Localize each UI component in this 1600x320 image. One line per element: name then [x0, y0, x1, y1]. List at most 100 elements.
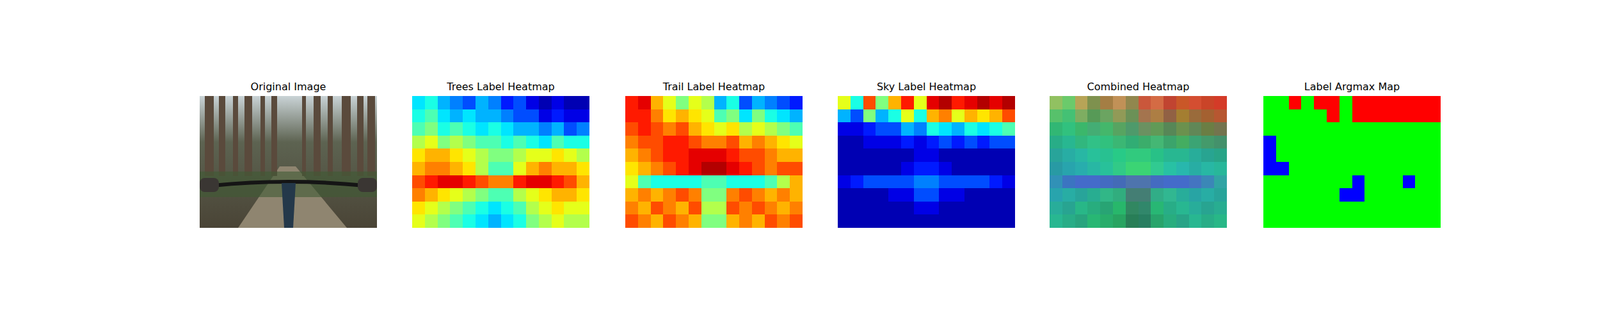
heat-cell [714, 175, 728, 189]
combined-cell [1112, 96, 1126, 110]
heat-cell [850, 175, 864, 189]
heat-cell [951, 188, 965, 202]
heat-cell [913, 135, 927, 150]
heat-cell [726, 175, 740, 189]
argmax-cell [1339, 135, 1353, 150]
heat-cell [989, 201, 1003, 216]
heat-cell [938, 161, 952, 176]
panel-body [1049, 96, 1227, 228]
heat-cell [437, 135, 451, 150]
combined-cell [1087, 109, 1101, 123]
heat-cell [989, 161, 1003, 176]
heat-cell [837, 175, 851, 189]
combined-cell [1189, 201, 1202, 216]
heat-cell [964, 188, 978, 202]
heat-cell [576, 135, 590, 150]
panel: Label Argmax Map [1263, 80, 1442, 229]
panel-body [837, 96, 1016, 228]
argmax-cell [1427, 201, 1441, 216]
combined-cell [1062, 175, 1076, 189]
heat-cell [638, 175, 651, 189]
heat-cell [688, 148, 702, 162]
heat-cell [650, 214, 664, 228]
argmax-cell [1276, 188, 1289, 202]
heat-cell [850, 135, 864, 150]
argmax-cell [1377, 109, 1391, 123]
heat-cell [449, 201, 463, 216]
panel: Combined Heatmap [1049, 80, 1228, 229]
heat-cell [764, 175, 778, 189]
heat-cell [538, 188, 552, 202]
heat-cell [714, 109, 728, 123]
argmax-cell [1301, 148, 1314, 162]
argmax-cell [1390, 201, 1403, 216]
heat-cell [926, 188, 940, 202]
heat-cell [1002, 96, 1016, 110]
heat-cell [663, 175, 676, 189]
heat-cell [675, 135, 689, 150]
combined-cell [1176, 214, 1190, 228]
heat-cell [776, 161, 790, 176]
heat-cell [989, 96, 1003, 110]
heat-cell [977, 214, 991, 228]
argmax-cell [1263, 201, 1277, 216]
heat-cell [739, 214, 752, 228]
combined-cell [1087, 122, 1101, 136]
heat-cell [863, 122, 877, 136]
argmax-cell [1276, 135, 1289, 150]
heat-cell [977, 148, 991, 162]
combined-cell [1189, 175, 1202, 189]
argmax-cell [1377, 148, 1391, 162]
heat-cell [563, 109, 577, 123]
heat-cell [977, 135, 991, 150]
combined-cell [1163, 122, 1177, 136]
heat-cell [863, 96, 877, 110]
heat-cell [424, 201, 438, 216]
heat-cell [837, 161, 851, 176]
heat-cell [501, 161, 514, 176]
heat-cell [989, 188, 1003, 202]
argmax-cell [1263, 135, 1277, 150]
combined-cell [1075, 122, 1088, 136]
argmax-cell [1276, 109, 1289, 123]
argmax-cell [1427, 122, 1441, 136]
argmax-cell [1339, 148, 1353, 162]
argmax-cell [1276, 175, 1289, 189]
heat-cell [850, 122, 864, 136]
heat-cell [926, 148, 940, 162]
combined-cell [1201, 96, 1215, 110]
combined-cell [1062, 148, 1076, 162]
heat-cell [951, 161, 965, 176]
combined-cell [1049, 122, 1063, 136]
combined-cell [1087, 214, 1101, 228]
heat-cell [449, 214, 463, 228]
combined-cell [1189, 161, 1202, 176]
heat-cell [714, 135, 728, 150]
heat-cell [675, 109, 689, 123]
argmax-cell [1339, 201, 1353, 216]
heat-cell [688, 135, 702, 150]
combined-cell [1138, 109, 1152, 123]
panel-body [412, 96, 590, 228]
heat-cell [663, 135, 676, 150]
heat-cell [913, 148, 927, 162]
heat-cell [625, 175, 639, 189]
argmax-cell [1352, 161, 1366, 176]
argmax-cell [1288, 214, 1302, 228]
combined-cell [1049, 201, 1063, 216]
combined-cell [1112, 122, 1126, 136]
heat-cell [675, 161, 689, 176]
argmax-cell [1288, 175, 1302, 189]
combined-cell [1062, 161, 1076, 176]
heat-cell [501, 135, 514, 150]
combined-cell [1163, 96, 1177, 110]
heat-cell [501, 175, 514, 189]
combined-cell [1163, 135, 1177, 150]
heat-cell [1002, 214, 1016, 228]
combined-cell [1150, 109, 1164, 123]
heat-cell [938, 96, 952, 110]
heat-cell [837, 122, 851, 136]
heat-cell [663, 201, 676, 216]
heat-cell [576, 214, 590, 228]
argmax-cell [1402, 135, 1416, 150]
